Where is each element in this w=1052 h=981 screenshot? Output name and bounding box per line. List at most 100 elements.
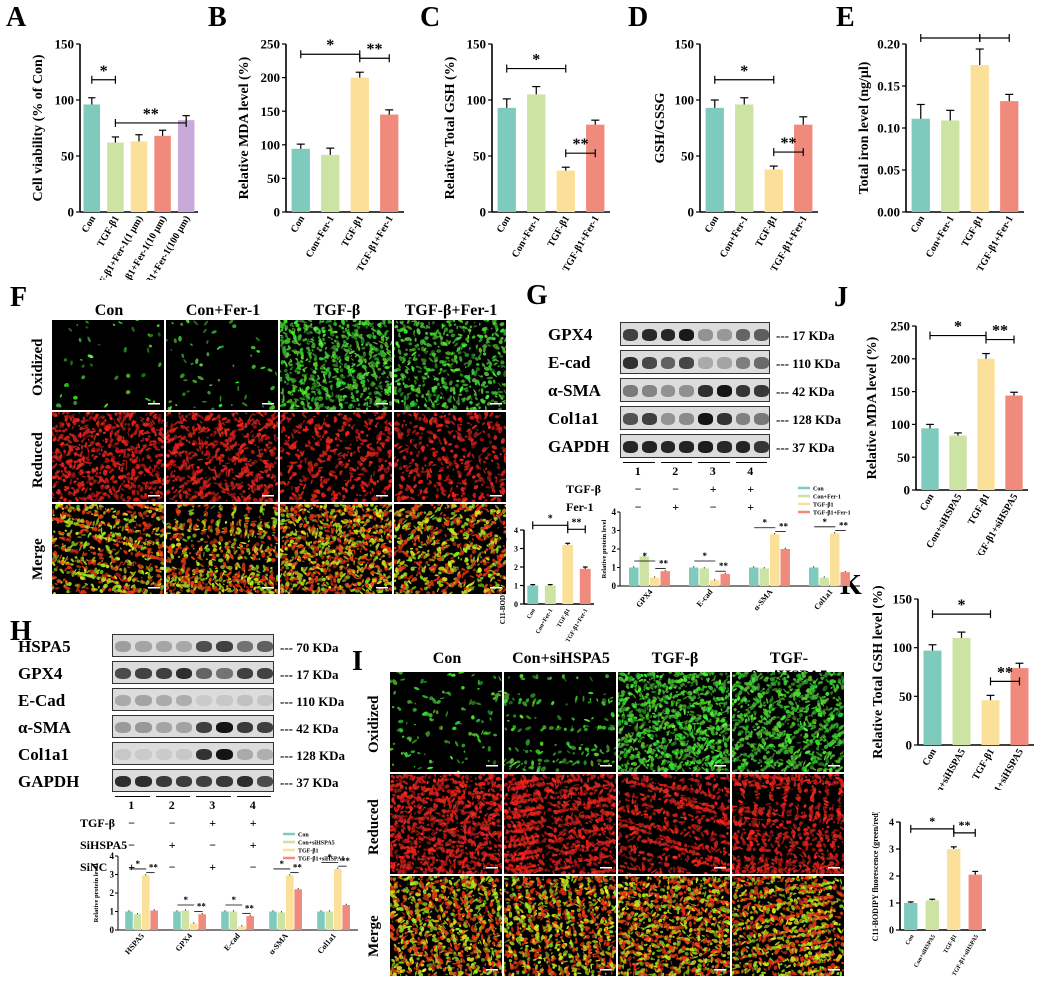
- blot-treatment-mark: +: [249, 816, 257, 830]
- blot-strip: [620, 378, 770, 402]
- blot-treatment-mark: −: [168, 860, 176, 874]
- micrograph-column-label: Con: [432, 650, 462, 667]
- significance-label: **: [839, 521, 849, 531]
- blot-band: [735, 385, 751, 397]
- micrograph-tile: [618, 672, 730, 772]
- bar: [764, 169, 783, 212]
- fluorescence-dots: [52, 504, 164, 594]
- category-label: Con: [526, 607, 537, 620]
- bar: [819, 577, 829, 586]
- category-label: α-SMA: [752, 587, 775, 612]
- blot-lane-underline: [155, 796, 190, 797]
- significance-label: **: [573, 136, 589, 153]
- micrograph-tile: [394, 320, 506, 410]
- blot-treatment-mark: +: [672, 500, 680, 514]
- significance-label: **: [997, 664, 1013, 681]
- y-tick-label: 150: [893, 592, 913, 607]
- y-axis-label: Relative protein level: [93, 863, 100, 922]
- blot-lane-underline: [660, 462, 692, 463]
- legend-label: TGF-β1+siHSPA5: [298, 857, 344, 863]
- panel-label-b: B: [208, 2, 227, 33]
- blot-band: [155, 694, 172, 707]
- panel-label-e: E: [836, 2, 855, 33]
- bar: [229, 911, 238, 930]
- bar: [1005, 395, 1023, 490]
- panel-label-a: A: [6, 2, 27, 33]
- category-label: TGF-β1: [556, 608, 571, 629]
- fluorescence-dots: [394, 320, 506, 410]
- y-tick-label: 0: [110, 925, 115, 935]
- blot-band: [698, 385, 713, 397]
- blot-protein-label: α-SMA: [548, 381, 601, 400]
- blot-band: [679, 329, 695, 341]
- y-tick-label: 4: [110, 851, 115, 861]
- significance-label: *: [280, 859, 285, 869]
- legend-label: Con+Fer-1: [813, 495, 841, 501]
- blot-kda-label: --- 42 KDa: [776, 384, 835, 399]
- bar: [150, 910, 158, 930]
- y-tick-label: 150: [675, 37, 695, 52]
- legend-label: TGF-β1: [298, 849, 319, 855]
- blot-kda-label: --- 17 KDa: [776, 328, 835, 343]
- bar: [952, 637, 971, 745]
- fluorescence-dots: [280, 320, 392, 410]
- blot-band: [256, 694, 274, 707]
- fluorescence-dots: [390, 876, 502, 976]
- blot-lane-number: 1: [128, 798, 135, 812]
- y-tick-label: 3: [889, 845, 894, 856]
- micrograph-tile: [390, 774, 502, 874]
- y-tick-label: 100: [261, 137, 281, 152]
- fluorescence-dots: [394, 412, 506, 502]
- bar: [705, 107, 724, 212]
- blot-protein-label: HSPA5: [18, 637, 71, 656]
- significance-label: *: [958, 597, 966, 614]
- category-label: Con: [495, 214, 514, 235]
- blot-band: [196, 721, 213, 734]
- significance-label: **: [293, 863, 303, 873]
- blot-kda-label: --- 110 KDa: [280, 694, 345, 709]
- micrograph-tile: [390, 672, 502, 772]
- micrograph-tile: [280, 504, 392, 594]
- blot-lane-number: 2: [672, 464, 679, 478]
- y-axis-label: Relative protein level: [601, 519, 608, 578]
- bar: [317, 911, 325, 930]
- blot-treatment-mark: +: [709, 482, 717, 496]
- category-label: TGF-β1: [943, 934, 958, 955]
- blot-band: [236, 775, 253, 788]
- blot-band: [196, 667, 213, 680]
- bar: [949, 435, 967, 490]
- blot-band: [115, 721, 132, 734]
- blot-band: [216, 694, 233, 707]
- micrograph-row-label: Merge: [366, 915, 382, 957]
- blot-strip: [620, 350, 770, 374]
- bar: [925, 900, 939, 930]
- category-label: α-SMA: [267, 931, 290, 956]
- blot-lane-number: 1: [634, 464, 641, 478]
- blot-protein-label: α-SMA: [18, 718, 71, 737]
- fluorescence-dots: [390, 774, 502, 874]
- blot-band: [679, 441, 695, 453]
- micrograph-tile: [504, 672, 616, 772]
- blot-band: [660, 385, 676, 397]
- blot-lane-underline: [698, 462, 730, 463]
- blot-protein-label: GAPDH: [548, 437, 610, 456]
- chart-e: 0.00 0.05 0.10 0.15 0.20 Total iron level (ng…: [857, 30, 1024, 274]
- micrograph-column-label: TGF-β+Fer-1: [404, 302, 498, 319]
- significance-label: *: [184, 895, 189, 905]
- bar: [350, 77, 369, 212]
- blot-band: [115, 748, 132, 761]
- fluorescence-dots: [394, 504, 506, 594]
- blot-protein-label: GPX4: [548, 325, 593, 344]
- y-tick-label: 2: [514, 563, 518, 572]
- significance-label: *: [548, 513, 553, 524]
- category-label: Con: [918, 492, 937, 513]
- bar: [629, 567, 639, 586]
- y-tick-label: 2: [110, 888, 115, 898]
- blot-band: [735, 329, 751, 341]
- blot-band: [115, 667, 132, 680]
- significance-label: **: [143, 106, 159, 123]
- bar: [830, 533, 840, 586]
- blot-band: [716, 385, 732, 397]
- significance-label: *: [100, 63, 108, 80]
